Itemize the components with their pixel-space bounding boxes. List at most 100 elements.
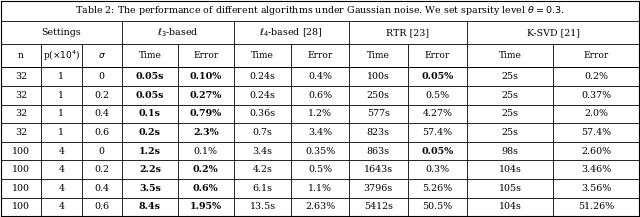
Text: $\ell_4$-based [28]: $\ell_4$-based [28] — [259, 26, 323, 39]
Text: 0.24s: 0.24s — [250, 72, 275, 81]
Text: 4: 4 — [58, 202, 65, 212]
Text: 4: 4 — [58, 165, 65, 174]
Text: 0: 0 — [99, 72, 105, 81]
Text: 0.10%: 0.10% — [189, 72, 222, 81]
Text: 4: 4 — [58, 147, 65, 156]
Text: p($\times 10^4$): p($\times 10^4$) — [43, 48, 80, 63]
Text: 577s: 577s — [367, 109, 390, 118]
Text: Time: Time — [367, 51, 390, 60]
Text: RTR [23]: RTR [23] — [387, 28, 429, 37]
Text: 0.6: 0.6 — [94, 202, 109, 212]
Text: 3.56%: 3.56% — [581, 184, 611, 193]
Text: 0.4: 0.4 — [94, 184, 109, 193]
Text: 4: 4 — [58, 184, 65, 193]
Text: 25s: 25s — [502, 128, 518, 137]
Text: 50.5%: 50.5% — [422, 202, 452, 212]
Text: Settings: Settings — [42, 28, 81, 37]
Text: 25s: 25s — [502, 109, 518, 118]
Text: 98s: 98s — [502, 147, 518, 156]
Text: 3.4%: 3.4% — [308, 128, 332, 137]
Text: 105s: 105s — [499, 184, 522, 193]
Text: 1.1%: 1.1% — [308, 184, 332, 193]
Text: 0.05%: 0.05% — [421, 72, 454, 81]
Text: 5.26%: 5.26% — [422, 184, 452, 193]
Text: 0.2%: 0.2% — [193, 165, 219, 174]
Text: 25s: 25s — [502, 91, 518, 100]
Text: 0.2: 0.2 — [94, 91, 109, 100]
Text: 0.2: 0.2 — [94, 165, 109, 174]
Text: 0.2%: 0.2% — [584, 72, 608, 81]
Text: 32: 32 — [15, 128, 27, 137]
Text: 5412s: 5412s — [364, 202, 393, 212]
Text: 100: 100 — [12, 165, 30, 174]
Text: 0.05s: 0.05s — [136, 72, 164, 81]
Text: 0.5%: 0.5% — [426, 91, 449, 100]
Text: 0.79%: 0.79% — [189, 109, 222, 118]
Text: 32: 32 — [15, 91, 27, 100]
Text: 6.1s: 6.1s — [253, 184, 273, 193]
Text: 0.24s: 0.24s — [250, 91, 275, 100]
Text: Error: Error — [193, 51, 218, 60]
Text: 0.36s: 0.36s — [250, 109, 276, 118]
Text: 57.4%: 57.4% — [581, 128, 611, 137]
Text: $\ell_3$-based: $\ell_3$-based — [157, 26, 199, 39]
Text: 57.4%: 57.4% — [422, 128, 452, 137]
Text: 863s: 863s — [367, 147, 390, 156]
Text: 25s: 25s — [502, 72, 518, 81]
Text: 2.63%: 2.63% — [305, 202, 335, 212]
Text: Time: Time — [138, 51, 161, 60]
Text: 3.4s: 3.4s — [253, 147, 273, 156]
Text: n: n — [18, 51, 24, 60]
Text: 250s: 250s — [367, 91, 390, 100]
Text: 1: 1 — [58, 72, 65, 81]
Text: Error: Error — [584, 51, 609, 60]
Text: 32: 32 — [15, 72, 27, 81]
Text: 1: 1 — [58, 109, 65, 118]
Text: 2.60%: 2.60% — [581, 147, 611, 156]
Text: 104s: 104s — [499, 202, 522, 212]
Text: 2.0%: 2.0% — [584, 109, 608, 118]
Text: 3.46%: 3.46% — [581, 165, 611, 174]
Text: Error: Error — [425, 51, 450, 60]
Text: 1.95%: 1.95% — [190, 202, 222, 212]
Text: 0.4: 0.4 — [94, 109, 109, 118]
Text: Error: Error — [307, 51, 333, 60]
Text: 0.6%: 0.6% — [193, 184, 219, 193]
Text: 100: 100 — [12, 147, 30, 156]
Text: Table 2: The performance of different algorithms under Gaussian noise. We set sp: Table 2: The performance of different al… — [76, 5, 564, 18]
Text: 100: 100 — [12, 184, 30, 193]
Text: Time: Time — [499, 51, 522, 60]
Text: 0.27%: 0.27% — [189, 91, 222, 100]
Text: 1.2%: 1.2% — [308, 109, 332, 118]
Text: 0: 0 — [99, 147, 105, 156]
Text: K-SVD [21]: K-SVD [21] — [527, 28, 580, 37]
Text: 2.2s: 2.2s — [139, 165, 161, 174]
Text: 1: 1 — [58, 128, 65, 137]
Text: Time: Time — [251, 51, 274, 60]
Text: 1643s: 1643s — [364, 165, 393, 174]
Text: 100s: 100s — [367, 72, 390, 81]
Text: 51.26%: 51.26% — [578, 202, 614, 212]
Text: 0.2s: 0.2s — [139, 128, 161, 137]
Text: 0.3%: 0.3% — [426, 165, 449, 174]
Text: 1.2s: 1.2s — [139, 147, 161, 156]
Text: 0.7s: 0.7s — [253, 128, 273, 137]
Text: 3.5s: 3.5s — [139, 184, 161, 193]
Text: 0.6%: 0.6% — [308, 91, 332, 100]
Text: 104s: 104s — [499, 165, 522, 174]
Text: 823s: 823s — [367, 128, 390, 137]
Text: 0.1%: 0.1% — [194, 147, 218, 156]
Text: 0.05s: 0.05s — [136, 91, 164, 100]
Text: 0.05%: 0.05% — [421, 147, 454, 156]
Text: 0.35%: 0.35% — [305, 147, 335, 156]
Text: 0.4%: 0.4% — [308, 72, 332, 81]
Text: 0.5%: 0.5% — [308, 165, 332, 174]
Text: 100: 100 — [12, 202, 30, 212]
Text: 0.1s: 0.1s — [139, 109, 161, 118]
Text: 4.2s: 4.2s — [253, 165, 273, 174]
Text: 32: 32 — [15, 109, 27, 118]
Text: 4.27%: 4.27% — [422, 109, 452, 118]
Text: $\sigma$: $\sigma$ — [98, 51, 106, 60]
Text: 0.6: 0.6 — [94, 128, 109, 137]
Text: 8.4s: 8.4s — [139, 202, 161, 212]
